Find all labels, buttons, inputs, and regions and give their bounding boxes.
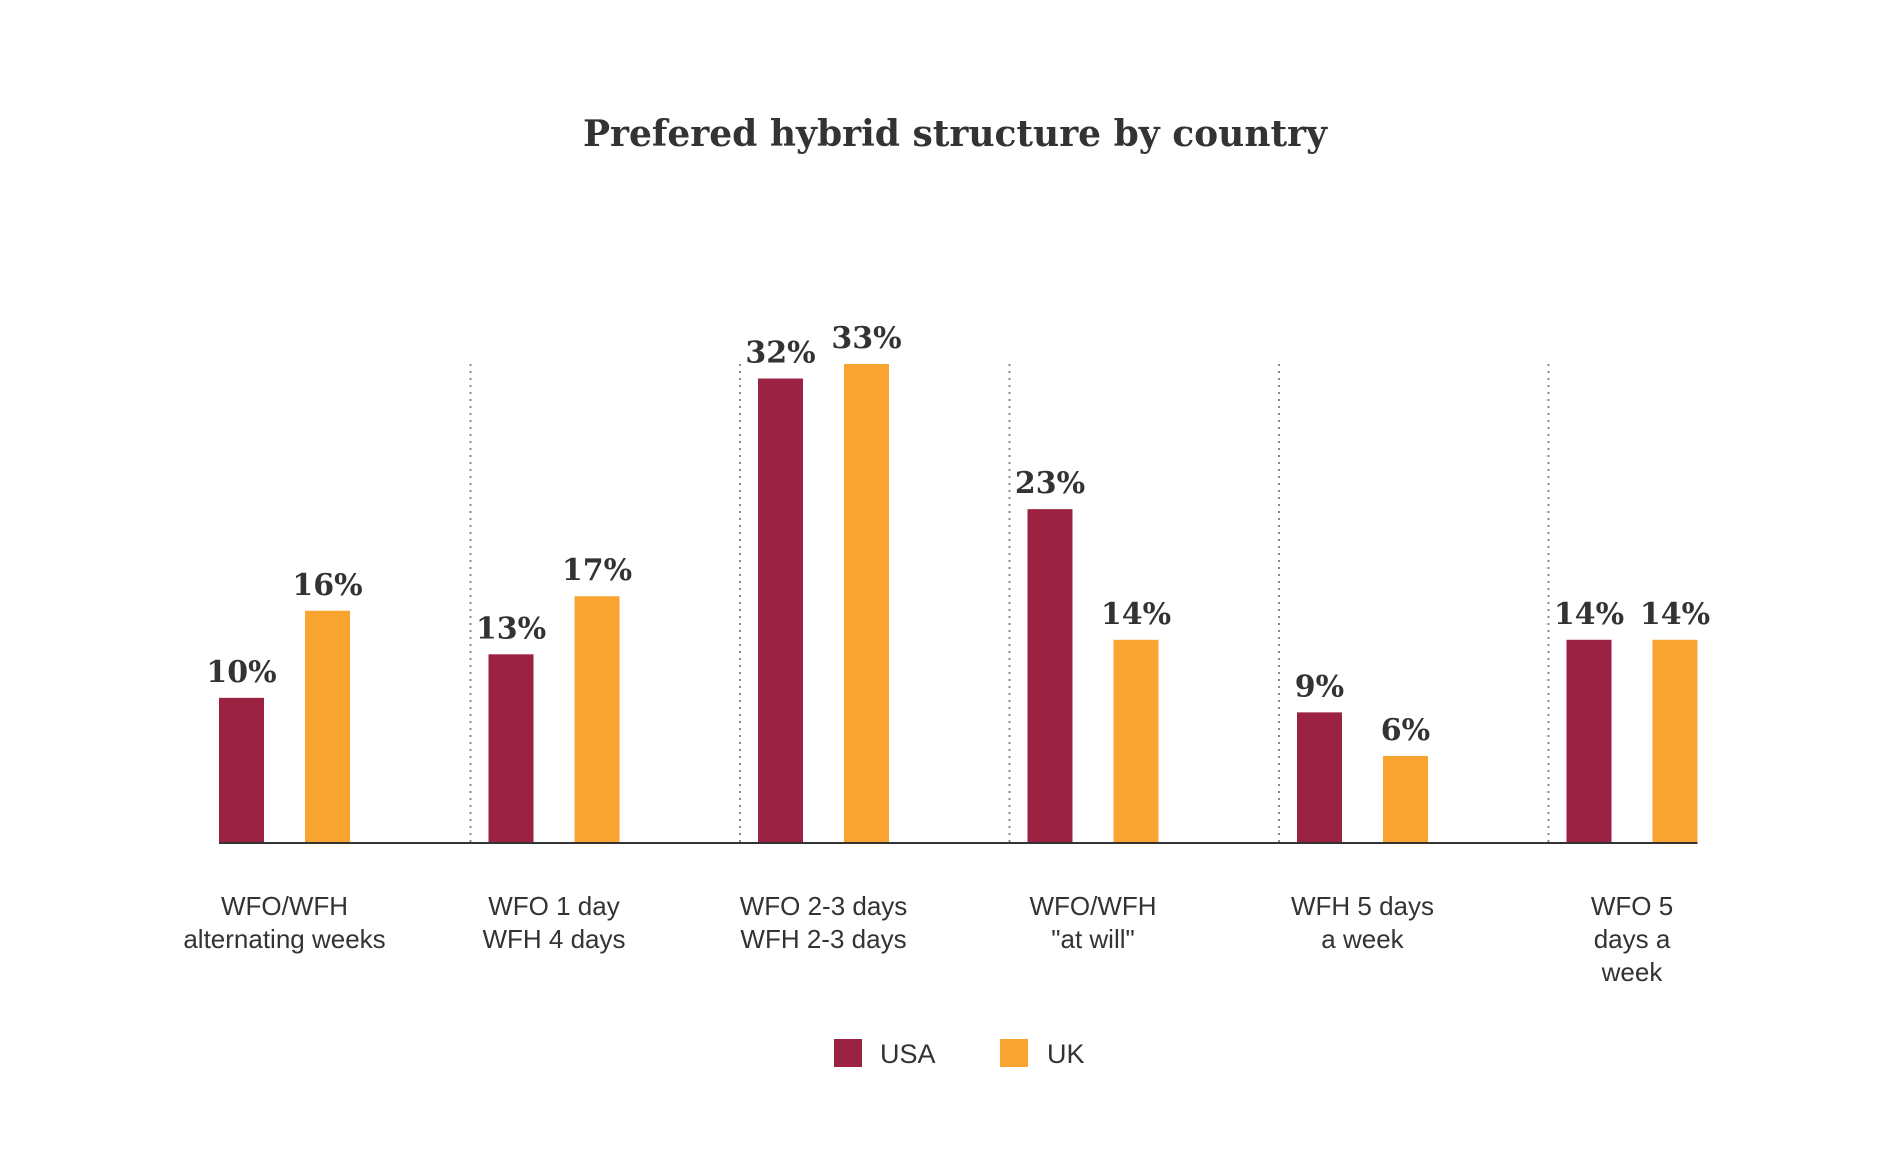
bar-uk-3[interactable] [844,364,889,843]
value-label-uk-1: 16% [292,568,362,603]
value-label-usa-4: 23% [1015,466,1085,501]
bar-uk-2[interactable] [574,596,620,843]
bar-uk-6[interactable] [1652,639,1698,843]
category-label-line: WFH 4 days [482,924,625,954]
bar-usa-6[interactable] [1566,639,1612,843]
bar-usa-2[interactable] [488,654,534,843]
category-label-line: WFO/WFH [221,891,348,921]
value-label-usa-1: 10% [206,655,276,690]
bar-uk-4[interactable] [1113,639,1159,843]
value-label-usa-6: 14% [1554,597,1624,632]
category-label-line: WFH 5 days [1291,891,1434,921]
category-label-line: WFH 2-3 days [740,924,906,954]
category-label-line: WFO 2-3 days [740,891,908,921]
category-label-4: WFO/WFH "at will" [1029,891,1156,954]
category-label-line: WFO 1 day [488,891,619,921]
value-label-uk-6: 14% [1640,597,1710,632]
category-label-line: WFO/WFH [1029,891,1156,921]
value-label-usa-5: 9% [1295,669,1344,704]
bar-uk-1[interactable] [305,610,350,843]
value-label-uk-4: 14% [1101,597,1171,632]
category-label-6: WFO 5 days a week [1591,891,1673,987]
category-label-line: alternating weeks [183,924,385,954]
category-label-line: a week [1321,924,1404,954]
value-label-uk-3: 33% [831,321,901,356]
category-label-3: WFO 2-3 days WFH 2-3 days [740,891,908,954]
bar-usa-5[interactable] [1297,712,1342,843]
category-label-line: "at will" [1051,924,1134,954]
value-label-uk-5: 6% [1381,713,1430,748]
bar-usa-1[interactable] [219,697,264,843]
value-label-uk-2: 17% [562,553,632,588]
bar-uk-5[interactable] [1383,755,1428,843]
chart-title: Prefered hybrid structure by country [583,113,1328,155]
legend-swatch-usa [834,1039,862,1067]
category-label-5: WFH 5 days a week [1291,891,1434,954]
legend-label-uk: UK [1047,1039,1085,1069]
category-label-line: days a [1594,924,1671,954]
category-label-line: WFO 5 [1591,891,1673,921]
bar-usa-4[interactable] [1027,509,1073,843]
legend-swatch-uk [1000,1039,1028,1067]
bar-usa-3[interactable] [758,378,803,843]
category-label-1: WFO/WFH alternating weeks [183,891,385,954]
value-label-usa-2: 13% [476,611,546,646]
legend-label-usa: USA [880,1039,936,1069]
category-label-line: week [1601,957,1664,987]
category-label-2: WFO 1 day WFH 4 days [482,891,625,954]
value-label-usa-3: 32% [745,336,815,371]
